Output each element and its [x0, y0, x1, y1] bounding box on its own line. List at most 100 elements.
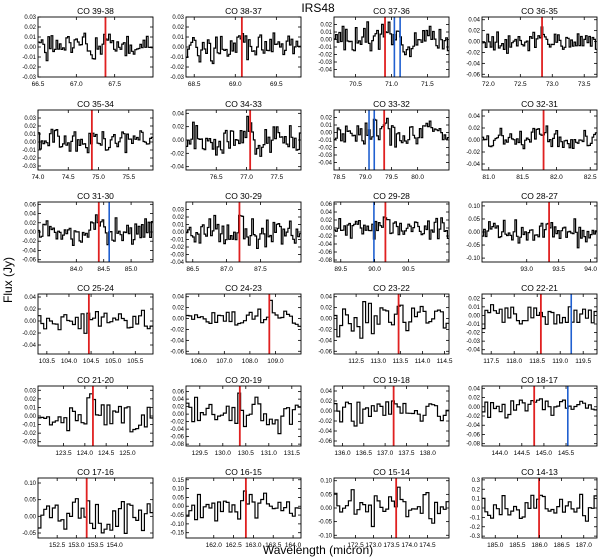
y-tick-label: -0.04 [466, 423, 480, 429]
y-tick-label: -0.02 [22, 331, 36, 337]
spectrum-line [334, 301, 449, 339]
y-tick-label: -0.02 [466, 150, 480, 156]
x-tick-label: 85.0 [125, 266, 138, 273]
x-tick-label: 82.5 [584, 174, 597, 181]
x-tick-label: 79.0 [359, 174, 372, 181]
spectrum-line [186, 115, 301, 157]
x-tick-label: 106.0 [191, 358, 208, 365]
panel-co-22-21: CO 22-21 -0.04 -0.03 -0.02 -0.01 0.00 0.01 0.02… [466, 283, 598, 365]
y-tick-label: 0.02 [320, 218, 332, 224]
x-tick-label: 172.5 [347, 542, 364, 549]
x-tick-label: 79.5 [385, 174, 398, 181]
x-tick-label: 107.0 [216, 358, 233, 365]
x-tick-label: 73.5 [578, 81, 591, 88]
y-tick-label: -0.01 [318, 138, 332, 144]
x-tick-label: 87.0 [220, 266, 233, 273]
x-tick-label: 130.0 [215, 450, 232, 457]
panel-co-29-28: CO 29-28 -0.08 -0.06 -0.04 -0.02 0.00 0.02 0.04… [318, 191, 450, 273]
y-tick-label: -0.1 [470, 515, 481, 521]
y-tick-label: -0.02 [170, 151, 184, 157]
panel-co-19-18: CO 19-18 -0.06 -0.04 -0.02 0.00 0.02 0.04 136.0… [318, 375, 450, 457]
x-tick-label: 123.5 [55, 450, 72, 457]
y-tick-label: 0.00 [172, 45, 184, 51]
y-tick-label: 0.00 [24, 140, 36, 146]
y-tick-label: 0.00 [468, 40, 480, 46]
panel-title: CO 23-22 [373, 283, 410, 293]
panel-co-25-24: CO 25-24 -0.04 -0.02 0.00 0.02 0.04 103.5 104.0… [22, 283, 154, 365]
y-tick-label: -0.08 [318, 258, 332, 264]
y-tick-label: 0.02 [468, 296, 480, 302]
x-tick-label: 105.0 [105, 358, 122, 365]
y-tick-label: -0.04 [318, 242, 332, 248]
y-tick-label: 0.00 [468, 405, 480, 411]
panel-co-31-30: CO 31-30 -0.06 -0.04 -0.02 0.00 0.02 0.04 0.06 8… [22, 191, 154, 273]
y-tick-label: 0.04 [172, 397, 184, 403]
y-tick-label: 0.02 [172, 215, 184, 221]
y-tick-label: -0.06 [466, 432, 480, 438]
panel-co-18-17: CO 18-17 -0.08 -0.06 -0.04 -0.02 0.00 0.02 0.04… [466, 375, 598, 457]
x-tick-label: 185.0 [487, 542, 504, 549]
y-tick-label: -0.01 [466, 322, 480, 328]
y-tick-label: 0.00 [172, 230, 184, 236]
panel-title: CO 22-21 [521, 283, 558, 293]
y-tick-label: 0.04 [468, 386, 480, 392]
y-tick-label: -0.03 [170, 75, 184, 81]
x-tick-label: 136.5 [356, 450, 373, 457]
x-tick-label: 144.0 [492, 450, 509, 457]
x-tick-label: 77.5 [270, 174, 283, 181]
y-tick-label: 0.03 [172, 15, 184, 21]
y-tick-label: -0.04 [170, 338, 184, 344]
x-tick-label: 162.0 [206, 542, 223, 549]
spectrum-line [334, 216, 449, 240]
x-tick-label: 78.5 [333, 174, 346, 181]
y-tick-label: -0.10 [466, 256, 480, 262]
x-tick-label: 162.5 [225, 542, 242, 549]
y-tick-label: 0.05 [320, 492, 332, 498]
panel-co-24-23: CO 24-23 -0.06 -0.04 -0.02 0.00 0.02 0.04 106.0… [170, 283, 302, 365]
panel-co-32-31: CO 32-31 -0.04 -0.02 0.00 0.02 0.04 81.0 81.5 82… [466, 99, 598, 181]
y-tick-label: 0.04 [24, 295, 36, 301]
panel-frame [333, 16, 450, 78]
y-tick-label: 0.02 [320, 399, 332, 405]
x-tick-label: 94.0 [584, 266, 597, 273]
y-tick-label: 0.05 [468, 217, 480, 223]
panel-title: CO 21-20 [77, 375, 114, 385]
panel-co-36-35: CO 36-35 -0.06 -0.04 -0.02 0.00 0.02 0.04 72.0 7… [466, 6, 598, 88]
y-tick-label: -0.04 [318, 429, 332, 435]
spectrum-line [482, 304, 597, 330]
y-tick-label: -0.03 [170, 253, 184, 259]
x-tick-label: 86.5 [186, 266, 199, 273]
panel-title: CO 35-34 [77, 99, 114, 109]
y-tick-label: 0.02 [320, 23, 332, 29]
panel-title: CO 17-16 [77, 467, 114, 477]
y-tick-label: 0.06 [24, 202, 36, 208]
y-tick-label: 0.10 [172, 487, 184, 493]
x-tick-label: 186.0 [531, 542, 548, 549]
x-tick-label: 174.0 [401, 542, 418, 549]
y-tick-label: 0.01 [24, 35, 36, 41]
x-tick-label: 104.5 [83, 358, 100, 365]
x-tick-label: 185.5 [509, 542, 526, 549]
panel-title: CO 16-15 [225, 467, 262, 477]
x-tick-label: 72.0 [482, 81, 495, 88]
x-tick-label: 131.0 [261, 450, 278, 457]
y-tick-label: 0.00 [172, 138, 184, 144]
y-tick-label: -0.03 [22, 164, 36, 170]
y-tick-label: -0.05 [318, 520, 332, 526]
y-tick-label: 0.00 [468, 313, 480, 319]
y-tick-label: -0.03 [318, 60, 332, 66]
spectrum-line [334, 486, 449, 528]
panel-title: CO 19-18 [373, 375, 410, 385]
y-tick-label: 0.03 [24, 15, 36, 21]
spectrum-line [186, 299, 301, 327]
spectrum-line [38, 393, 153, 433]
y-tick-label: -0.08 [170, 442, 184, 448]
panel-title: CO 28-27 [521, 191, 558, 201]
panel-co-30-29: CO 30-29 -0.04-0.03 -0.02-0.01 0.000.01 0.02… [170, 191, 302, 273]
y-tick-label: -0.02 [466, 331, 480, 337]
y-tick-label: 0.00 [320, 131, 332, 137]
y-tick-label: -0.06 [318, 349, 332, 355]
y-tick-label: 0.02 [24, 307, 36, 313]
spectrum-line [482, 125, 597, 150]
